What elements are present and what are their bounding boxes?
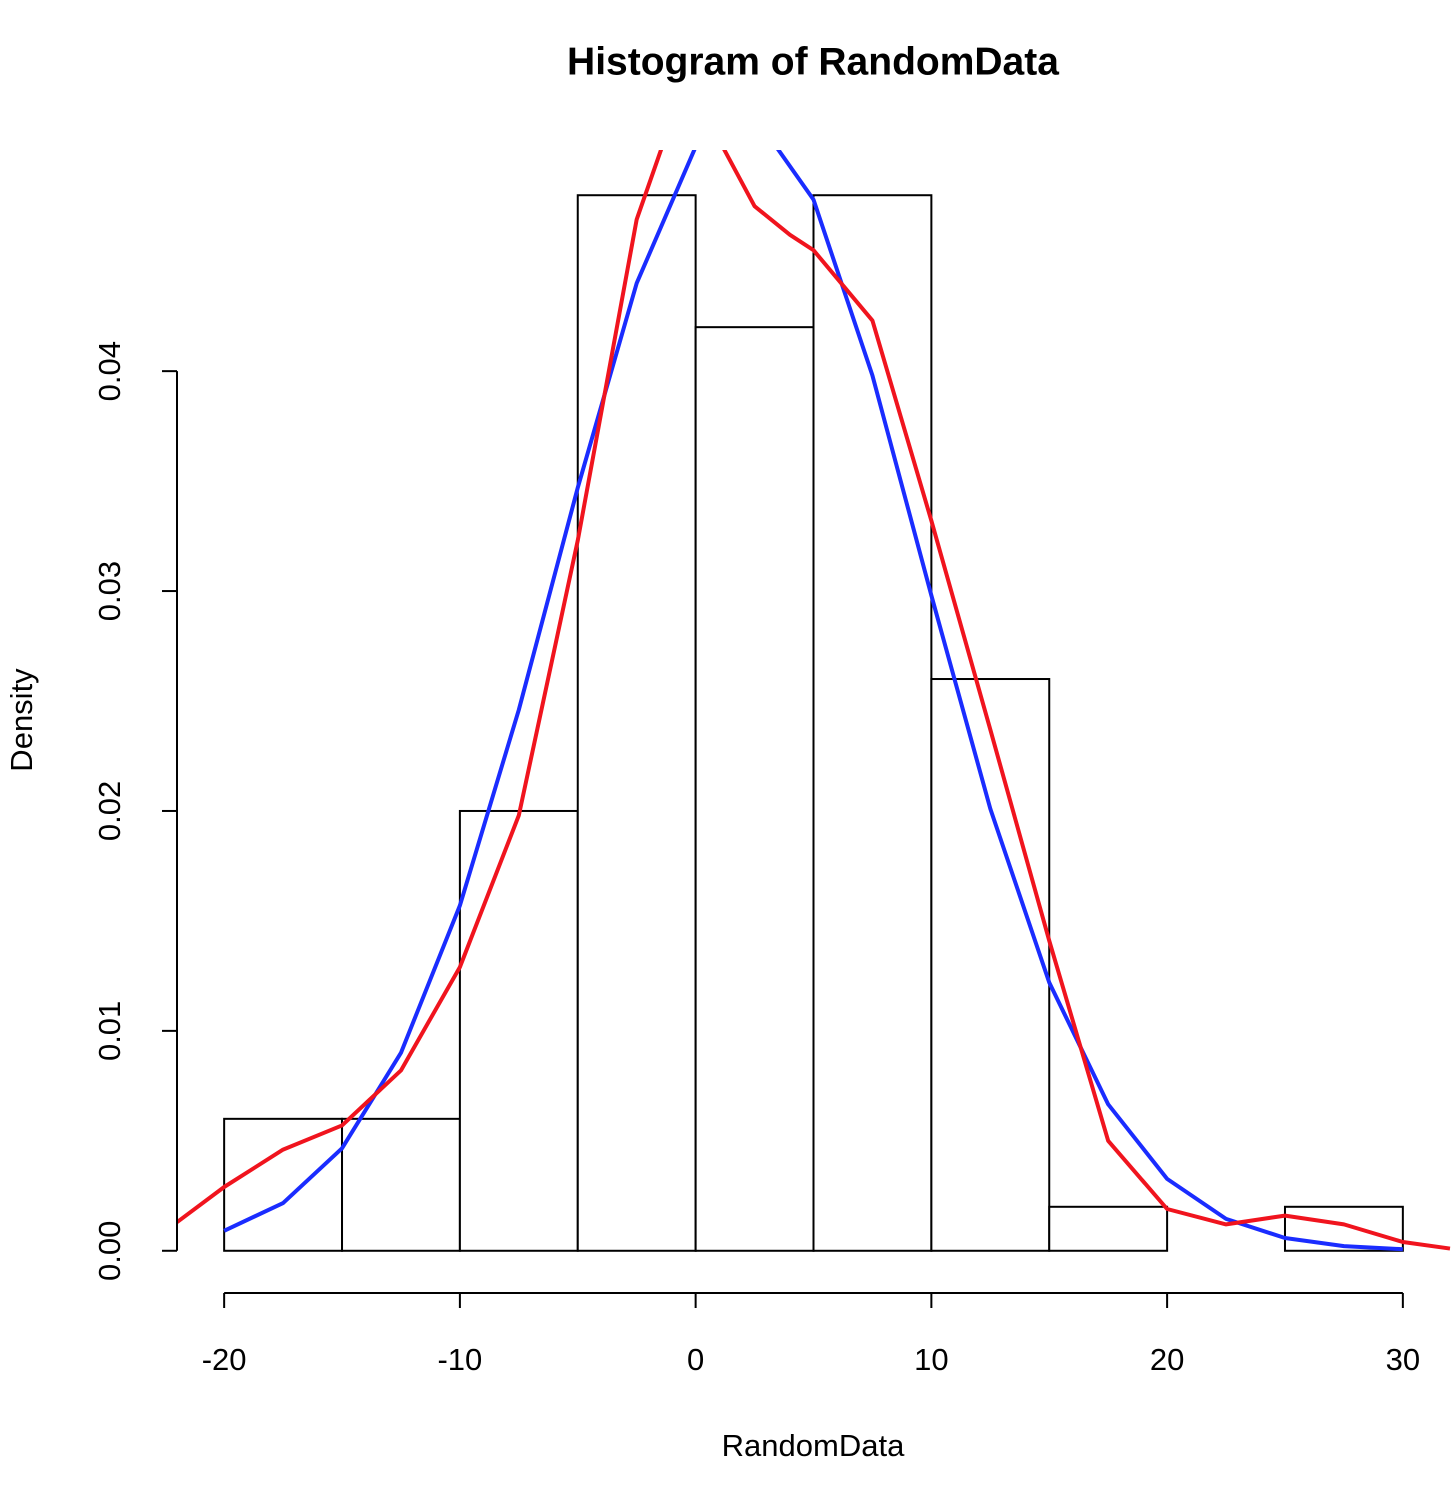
histogram-bar (1283, 1205, 1404, 1252)
histogram-bar (930, 678, 1051, 1252)
y-tick-label: 0.02 (92, 781, 127, 841)
chart-title: Histogram of RandomData (567, 40, 1059, 83)
plot-area (177, 150, 1451, 1252)
density-line (177, 150, 1451, 1251)
x-tick-label: -20 (202, 1342, 247, 1377)
y-tick-label: 0.01 (92, 1001, 127, 1061)
x-tick-label: -10 (437, 1342, 482, 1377)
x-axis-label: RandomData (722, 1428, 905, 1463)
histogram-bar (576, 194, 697, 1252)
y-tick-label: 0.04 (92, 341, 127, 401)
x-tick-label: 10 (914, 1342, 948, 1377)
histogram-bar (812, 194, 933, 1252)
histogram-bar (694, 326, 815, 1252)
x-tick-label: 20 (1150, 1342, 1184, 1377)
x-tick-label: 0 (687, 1342, 704, 1377)
x-tick-label: 30 (1386, 1342, 1420, 1377)
histogram-bar (223, 1117, 344, 1252)
y-tick-label: 0.03 (92, 561, 127, 621)
histogram-bar (341, 1117, 461, 1252)
histogram-bar (1048, 1205, 1169, 1252)
y-axis-label: Density (4, 668, 39, 772)
density-line (223, 150, 1403, 1252)
y-tick-label: 0.00 (92, 1221, 127, 1281)
histogram-bar (458, 809, 579, 1252)
